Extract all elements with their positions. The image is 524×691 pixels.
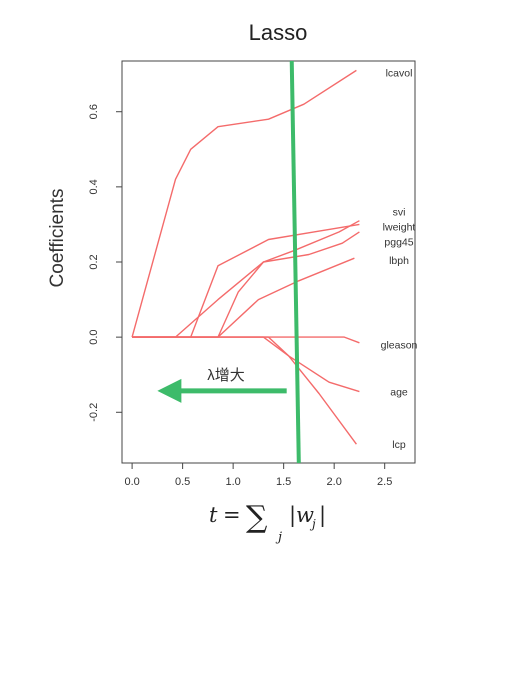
x-tick-label: 2.0 — [327, 476, 342, 488]
series-line-gleason — [132, 336, 360, 344]
series-label-lcavol: lcavol — [386, 67, 413, 79]
y-tick-label: -0.2 — [88, 403, 100, 422]
series-label-svi: svi — [393, 206, 406, 218]
y-axis-label: Coefficients — [47, 189, 68, 288]
series-line-lcp — [132, 336, 357, 445]
x-tick-label: 2.5 — [377, 476, 392, 488]
y-tick-label: 0.0 — [88, 329, 100, 344]
series-line-pgg45 — [132, 231, 360, 338]
y-tick-label: 0.6 — [88, 104, 100, 119]
xlabel-sum-icon: ∑ — [246, 500, 268, 535]
series-line-lweight — [132, 223, 360, 338]
y-tick-label: 0.4 — [88, 179, 100, 194]
series-label-lbph: lbph — [389, 255, 409, 267]
xlabel-abs-open: | — [289, 503, 296, 528]
x-tick-label: 0.0 — [124, 476, 139, 488]
y-axis-ticks: -0.2 0.0 0.2 0.4 0.6 — [88, 104, 122, 422]
series-labels: lcavol svi lweight pgg45 lbph gleason age lcp — [381, 67, 418, 451]
x-axis-ticks: 0.0 0.5 1.0 1.5 2.0 2.5 — [124, 463, 392, 488]
series-line-lcavol — [131, 69, 357, 338]
xlabel-t: t — [209, 503, 218, 527]
xlabel-w-sub: j — [309, 517, 316, 531]
green-vertical-line — [289, 60, 301, 464]
series-line-svi — [132, 220, 360, 338]
series-line-age — [132, 336, 360, 393]
series-label-pgg45: pgg45 — [384, 236, 413, 248]
xlabel-equals: = — [223, 503, 241, 527]
series-lines — [131, 69, 360, 445]
xlabel-w: w — [296, 503, 314, 527]
x-tick-label: 1.0 — [225, 476, 240, 488]
x-tick-label: 0.5 — [175, 476, 190, 488]
y-tick-label: 0.2 — [88, 254, 100, 269]
series-label-lweight: lweight — [383, 221, 416, 233]
arrow-annotation: λ增大 — [207, 367, 245, 384]
series-label-lcp: lcp — [392, 439, 406, 451]
xlabel-sum-sub: j — [275, 530, 282, 545]
arrow-head — [157, 378, 182, 403]
chart-title: Lasso — [249, 20, 308, 45]
x-axis-label: t = ∑ j | w j | — [209, 500, 326, 545]
series-line-lbph — [132, 257, 355, 338]
xlabel-abs-close: | — [319, 503, 326, 528]
x-tick-label: 1.5 — [276, 476, 291, 488]
series-label-gleason: gleason — [381, 340, 418, 352]
lambda-arrow — [157, 378, 287, 403]
plot-frame — [121, 60, 416, 464]
series-label-age: age — [390, 387, 408, 399]
